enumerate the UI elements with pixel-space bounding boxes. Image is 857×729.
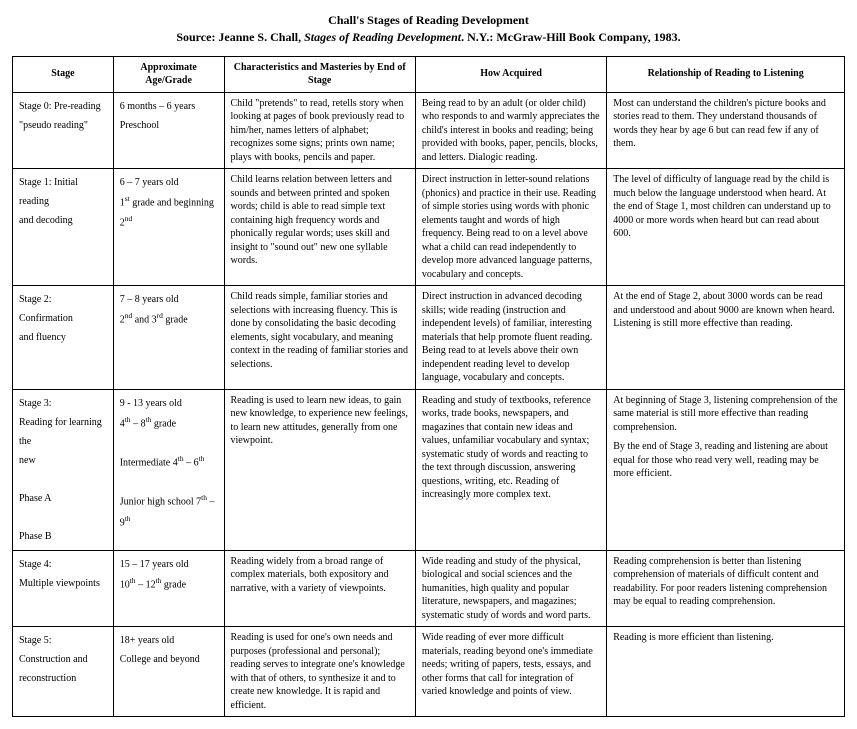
header-how: How Acquired bbox=[415, 56, 606, 92]
stage-cell: Stage 1: Initial readingand decoding bbox=[13, 169, 114, 286]
how-acquired-cell: Wide reading of ever more difficult mate… bbox=[415, 627, 606, 717]
table-row: Stage 4:Multiple viewpoints15 – 17 years… bbox=[13, 550, 845, 627]
how-acquired-cell: Direct instruction in advanced decoding … bbox=[415, 286, 606, 390]
table-row: Stage 0: Pre-reading"pseudo reading"6 mo… bbox=[13, 92, 845, 169]
how-acquired-cell: Direct instruction in letter-sound relat… bbox=[415, 169, 606, 286]
stage-cell: Stage 5:Construction andreconstruction bbox=[13, 627, 114, 717]
relationship-cell: Most can understand the children's pictu… bbox=[607, 92, 845, 169]
table-row: Stage 5:Construction andreconstruction18… bbox=[13, 627, 845, 717]
title-line2-italic: Stages of Reading Development bbox=[304, 30, 461, 44]
characteristics-cell: Child learns relation between letters an… bbox=[224, 169, 415, 286]
relationship-cell: At beginning of Stage 3, listening compr… bbox=[607, 389, 845, 550]
age-cell: 18+ years oldCollege and beyond bbox=[113, 627, 224, 717]
how-acquired-cell: Reading and study of textbooks, referenc… bbox=[415, 389, 606, 550]
how-acquired-cell: Being read to by an adult (or older chil… bbox=[415, 92, 606, 169]
header-age: Approximate Age/Grade bbox=[113, 56, 224, 92]
header-relationship: Relationship of Reading to Listening bbox=[607, 56, 845, 92]
relationship-cell: Reading is more efficient than listening… bbox=[607, 627, 845, 717]
characteristics-cell: Child "pretends" to read, retells story … bbox=[224, 92, 415, 169]
table-row: Stage 2: Confirmationand fluency7 – 8 ye… bbox=[13, 286, 845, 390]
age-cell: 6 months – 6 yearsPreschool bbox=[113, 92, 224, 169]
header-row: Stage Approximate Age/Grade Characterist… bbox=[13, 56, 845, 92]
header-stage: Stage bbox=[13, 56, 114, 92]
age-cell: 9 - 13 years old4th – 8th gradeIntermedi… bbox=[113, 389, 224, 550]
characteristics-cell: Reading is used to learn new ideas, to g… bbox=[224, 389, 415, 550]
relationship-cell: At the end of Stage 2, about 3000 words … bbox=[607, 286, 845, 390]
characteristics-cell: Reading is used for one's own needs and … bbox=[224, 627, 415, 717]
characteristics-cell: Reading widely from a broad range of com… bbox=[224, 550, 415, 627]
title-line2-suffix: . N.Y.: McGraw-Hill Book Company, 1983. bbox=[461, 30, 681, 44]
age-cell: 15 – 17 years old10th – 12th grade bbox=[113, 550, 224, 627]
title-line1: Chall's Stages of Reading Development bbox=[328, 13, 529, 27]
relationship-cell: The level of difficulty of language read… bbox=[607, 169, 845, 286]
table-row: Stage 3:Reading for learning thenewPhase… bbox=[13, 389, 845, 550]
table-row: Stage 1: Initial readingand decoding6 – … bbox=[13, 169, 845, 286]
how-acquired-cell: Wide reading and study of the physical, … bbox=[415, 550, 606, 627]
stages-table: Stage Approximate Age/Grade Characterist… bbox=[12, 56, 845, 718]
stage-cell: Stage 2: Confirmationand fluency bbox=[13, 286, 114, 390]
age-cell: 6 – 7 years old1st grade and beginning 2… bbox=[113, 169, 224, 286]
title-line2-prefix: Source: Jeanne S. Chall, bbox=[176, 30, 304, 44]
title-block: Chall's Stages of Reading Development So… bbox=[12, 12, 845, 46]
age-cell: 7 – 8 years old2nd and 3rd grade bbox=[113, 286, 224, 390]
relationship-cell: Reading comprehension is better than lis… bbox=[607, 550, 845, 627]
stage-cell: Stage 0: Pre-reading"pseudo reading" bbox=[13, 92, 114, 169]
stage-cell: Stage 3:Reading for learning thenewPhase… bbox=[13, 389, 114, 550]
stage-cell: Stage 4:Multiple viewpoints bbox=[13, 550, 114, 627]
characteristics-cell: Child reads simple, familiar stories and… bbox=[224, 286, 415, 390]
header-characteristics: Characteristics and Masteries by End of … bbox=[224, 56, 415, 92]
